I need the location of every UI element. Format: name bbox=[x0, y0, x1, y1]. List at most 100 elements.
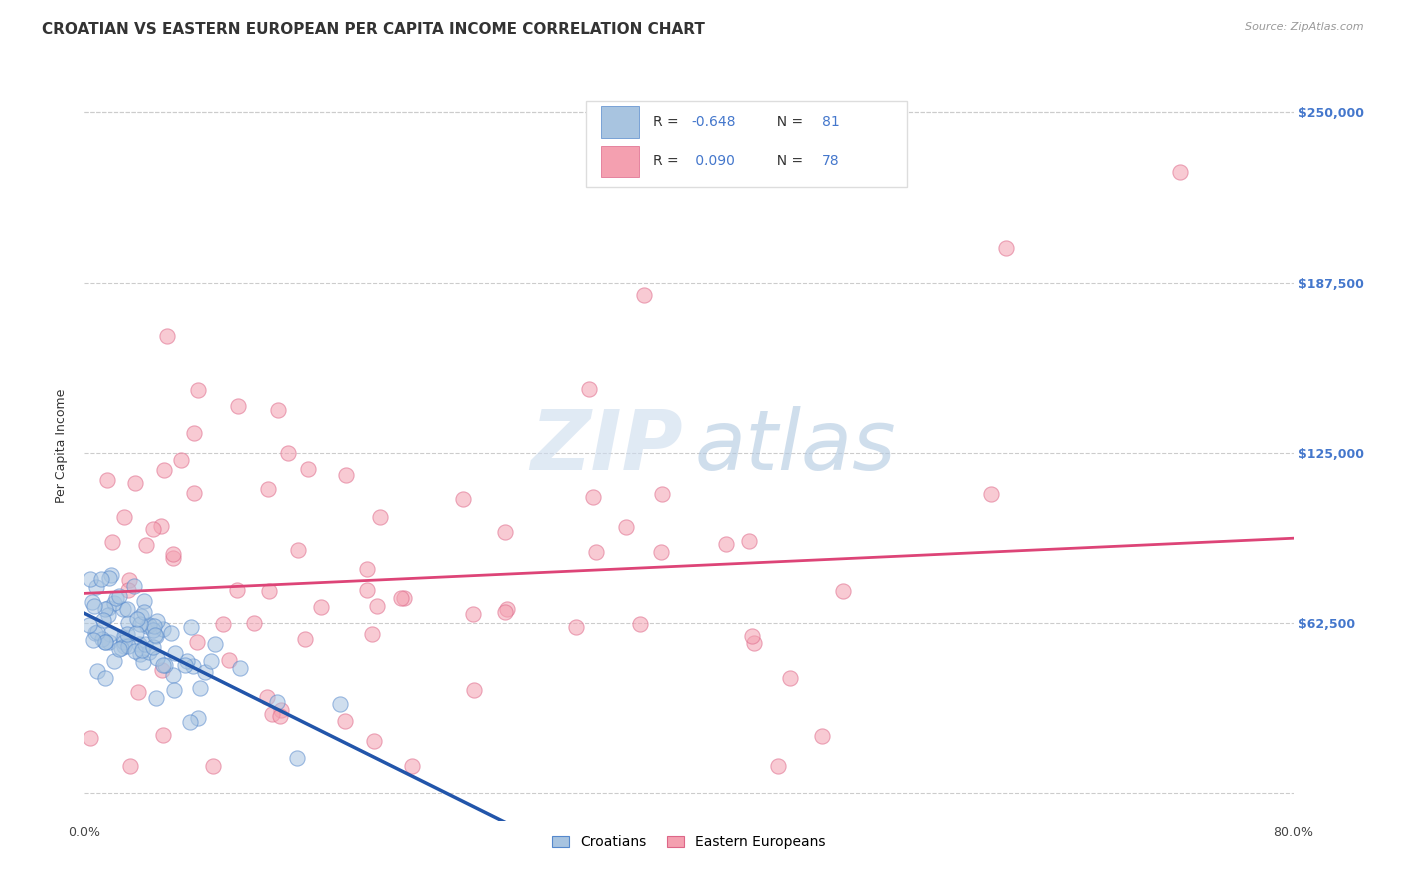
Point bbox=[225, 583, 247, 598]
Point bbox=[162, 668, 184, 682]
Point bbox=[260, 706, 283, 721]
Point bbox=[176, 654, 198, 668]
Point bbox=[995, 242, 1018, 256]
Point bbox=[146, 614, 169, 628]
Text: CROATIAN VS EASTERN EUROPEAN PER CAPITA INCOME CORRELATION CHART: CROATIAN VS EASTERN EUROPEAN PER CAPITA … bbox=[42, 22, 704, 37]
Point bbox=[135, 538, 157, 552]
Text: R =: R = bbox=[652, 154, 683, 169]
Point bbox=[112, 510, 135, 524]
Point bbox=[159, 625, 181, 640]
Text: 0.090: 0.090 bbox=[692, 154, 735, 169]
Point bbox=[363, 733, 385, 747]
Point bbox=[628, 617, 651, 632]
Point bbox=[256, 690, 278, 704]
Point bbox=[129, 617, 152, 632]
Point bbox=[169, 453, 191, 467]
Point bbox=[495, 602, 517, 616]
Point bbox=[179, 714, 201, 729]
Point bbox=[779, 671, 801, 685]
Point bbox=[111, 601, 134, 615]
Point bbox=[188, 681, 211, 695]
Point bbox=[162, 550, 184, 565]
Point bbox=[451, 492, 474, 507]
Point bbox=[134, 637, 156, 651]
Y-axis label: Per Capita Income: Per Capita Income bbox=[55, 389, 69, 503]
Point bbox=[120, 759, 142, 773]
Point bbox=[329, 697, 352, 711]
Text: -0.648: -0.648 bbox=[692, 115, 735, 128]
Point bbox=[86, 624, 108, 639]
Point bbox=[93, 672, 115, 686]
Point bbox=[103, 654, 125, 668]
Point bbox=[186, 635, 208, 649]
Point bbox=[98, 571, 121, 585]
Point bbox=[117, 582, 139, 597]
Point bbox=[360, 627, 382, 641]
Point bbox=[112, 639, 135, 653]
Point bbox=[96, 608, 118, 623]
Text: R =: R = bbox=[652, 115, 683, 128]
Point bbox=[181, 658, 204, 673]
Text: atlas: atlas bbox=[695, 406, 897, 486]
Point bbox=[143, 619, 166, 633]
Point bbox=[145, 650, 167, 665]
Point bbox=[117, 602, 139, 616]
Point bbox=[98, 635, 121, 649]
Point bbox=[162, 547, 184, 561]
Legend: Croatians, Eastern Europeans: Croatians, Eastern Europeans bbox=[547, 830, 831, 855]
Point bbox=[132, 655, 155, 669]
Point bbox=[145, 629, 167, 643]
Point bbox=[143, 628, 166, 642]
Point bbox=[128, 636, 150, 650]
FancyBboxPatch shape bbox=[600, 106, 640, 137]
Point bbox=[103, 595, 125, 609]
Text: Source: ZipAtlas.com: Source: ZipAtlas.com bbox=[1246, 22, 1364, 32]
Point bbox=[94, 635, 117, 649]
Point bbox=[614, 520, 637, 534]
Point bbox=[152, 658, 174, 673]
Point bbox=[165, 646, 187, 660]
Point bbox=[204, 637, 226, 651]
Point bbox=[212, 617, 235, 632]
Point bbox=[150, 663, 173, 677]
Point bbox=[356, 562, 378, 576]
Point bbox=[270, 703, 292, 717]
Point bbox=[183, 426, 205, 441]
Point bbox=[266, 695, 288, 709]
Point bbox=[83, 625, 105, 640]
Point bbox=[811, 729, 834, 743]
Point bbox=[153, 463, 176, 477]
Point bbox=[651, 487, 673, 501]
Point bbox=[226, 399, 249, 413]
Point bbox=[132, 594, 155, 608]
Point bbox=[335, 468, 357, 483]
Text: N =: N = bbox=[768, 154, 807, 169]
Point bbox=[218, 653, 240, 667]
Point bbox=[392, 591, 415, 605]
Point bbox=[287, 543, 309, 558]
Point bbox=[187, 711, 209, 725]
FancyBboxPatch shape bbox=[600, 145, 640, 178]
Point bbox=[117, 639, 139, 653]
Point bbox=[156, 328, 179, 343]
Point bbox=[118, 574, 141, 588]
Point bbox=[136, 619, 159, 633]
Point bbox=[134, 605, 156, 619]
Point bbox=[183, 486, 205, 500]
Point bbox=[738, 534, 761, 549]
Point bbox=[285, 751, 308, 765]
Point bbox=[86, 580, 108, 594]
Point bbox=[243, 616, 266, 631]
Point bbox=[117, 616, 139, 631]
Point bbox=[129, 609, 152, 624]
Point bbox=[366, 599, 388, 614]
Point bbox=[124, 626, 146, 640]
Point bbox=[104, 591, 127, 605]
Point bbox=[463, 607, 485, 622]
Point bbox=[152, 622, 174, 636]
Point bbox=[79, 731, 101, 746]
Point bbox=[124, 475, 146, 490]
Point bbox=[297, 462, 319, 476]
Point bbox=[578, 383, 600, 397]
Point bbox=[194, 665, 217, 679]
